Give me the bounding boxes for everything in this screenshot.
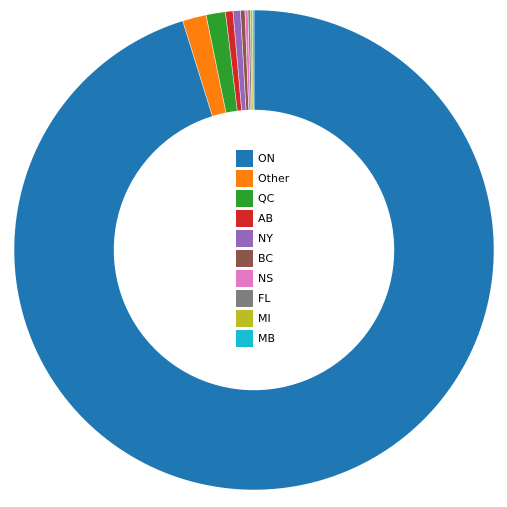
legend-label: NY: [258, 232, 273, 245]
legend-label: MI: [258, 312, 271, 325]
legend-swatch: [236, 330, 253, 347]
legend-label: FL: [258, 292, 271, 305]
legend-swatch: [236, 210, 253, 227]
legend-swatch: [236, 230, 253, 247]
legend-label: ON: [258, 152, 275, 165]
legend-label: Other: [258, 172, 290, 185]
legend-swatch: [236, 150, 253, 167]
legend-label: AB: [258, 212, 273, 225]
donut-slice: [13, 9, 495, 491]
legend-swatch: [236, 290, 253, 307]
legend-swatch: [236, 190, 253, 207]
legend-label: QC: [258, 192, 275, 205]
donut-slice: [252, 9, 255, 111]
legend-swatch: [236, 170, 253, 187]
legend-swatch: [236, 250, 253, 267]
legend-label: NS: [258, 272, 273, 285]
legend-swatch: [236, 310, 253, 327]
legend-label: BC: [258, 252, 273, 265]
legend-label: MB: [258, 332, 275, 345]
legend-swatch: [236, 270, 253, 287]
